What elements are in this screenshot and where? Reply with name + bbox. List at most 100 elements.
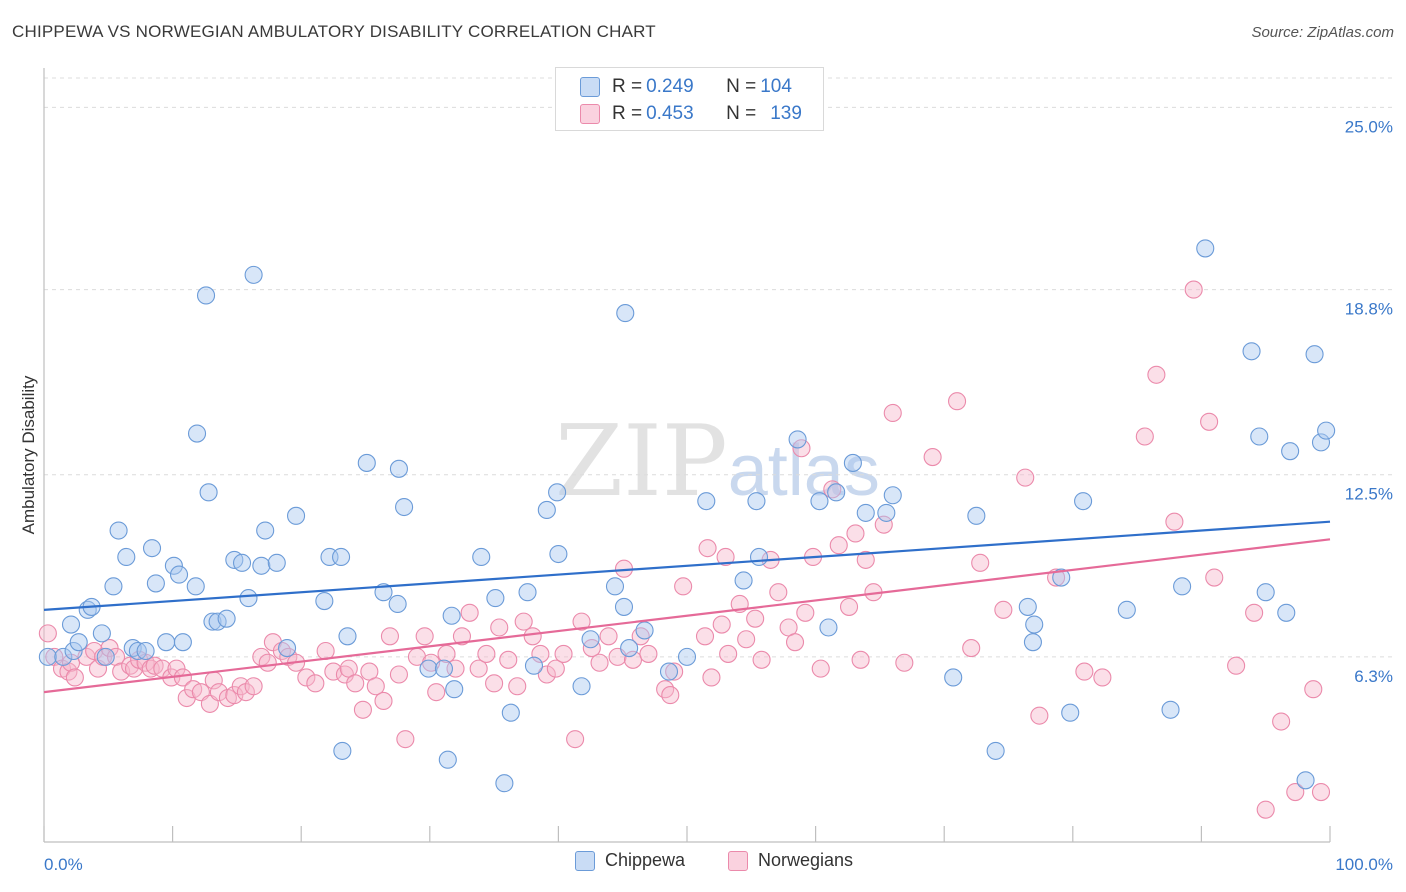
norwegian-point bbox=[1227, 656, 1246, 675]
norwegian-point bbox=[485, 674, 504, 693]
norwegian-point bbox=[427, 683, 446, 702]
norwegian-point bbox=[1304, 680, 1323, 699]
chippewa-point bbox=[38, 647, 57, 666]
chippewa-legend-swatch bbox=[575, 850, 595, 871]
n-label: N = bbox=[726, 103, 757, 124]
norwegian-point bbox=[1030, 706, 1049, 725]
norwegian-point bbox=[661, 686, 680, 705]
norwegian-point bbox=[1165, 512, 1184, 531]
norwegian-point bbox=[752, 650, 771, 669]
norwegian-point bbox=[1286, 782, 1305, 802]
chippewa-point bbox=[677, 647, 697, 666]
norwegian-point bbox=[702, 668, 721, 687]
chippewa-point bbox=[442, 606, 461, 625]
norwegian-point bbox=[374, 691, 393, 711]
chippewa-point bbox=[1311, 433, 1331, 452]
chippewa-point bbox=[827, 483, 846, 502]
chippewa-point bbox=[944, 668, 963, 687]
norwegian-point bbox=[452, 627, 472, 646]
chippewa-point bbox=[788, 430, 807, 449]
norwegian-point bbox=[572, 612, 591, 631]
chippewa-point bbox=[388, 594, 407, 614]
n-label: N = bbox=[726, 76, 757, 97]
norwegian-point bbox=[698, 539, 717, 558]
norwegian-point bbox=[590, 653, 609, 672]
chippewa-point bbox=[1161, 700, 1180, 719]
chippewa-point bbox=[1173, 577, 1192, 596]
norwegian-point bbox=[971, 553, 990, 572]
norwegian-point bbox=[856, 550, 875, 569]
norwegian-point bbox=[851, 650, 870, 669]
norwegian-point bbox=[531, 644, 550, 663]
norwegian-point bbox=[346, 674, 365, 693]
chippewa-point bbox=[217, 609, 236, 628]
chippewa-point bbox=[883, 486, 902, 505]
legend-item-norwegians[interactable]: Norwegians bbox=[728, 850, 853, 871]
norwegian-point bbox=[737, 630, 756, 649]
chippewa-point bbox=[338, 627, 357, 646]
norwegian-point bbox=[716, 547, 735, 567]
x-tick-label-max: 100.0% bbox=[1335, 855, 1393, 874]
chippewa-point bbox=[434, 659, 453, 678]
norwegian-point bbox=[719, 644, 738, 663]
chippewa-point bbox=[104, 577, 123, 596]
norwegian-point bbox=[469, 659, 488, 678]
norwegian-legend-swatch bbox=[728, 850, 748, 871]
y-axis-label: Ambulatory Disability bbox=[19, 375, 38, 534]
norwegian-point bbox=[38, 624, 57, 643]
legend-item-chippewa[interactable]: Chippewa bbox=[575, 850, 685, 871]
norwegian-point bbox=[895, 653, 914, 672]
legend-label-norwegians: Norwegians bbox=[758, 850, 854, 870]
chippewa-point bbox=[252, 556, 271, 575]
chippewa-point bbox=[1018, 597, 1037, 616]
norwegian-point bbox=[785, 633, 805, 652]
chippewa-point bbox=[1074, 492, 1093, 511]
y-tick-label: 12.5% bbox=[1345, 485, 1393, 504]
norwegian-point bbox=[554, 644, 573, 663]
norwegian-point bbox=[396, 730, 415, 749]
norwegian-point bbox=[712, 615, 731, 634]
chippewa-point bbox=[549, 544, 568, 564]
chippewa-point bbox=[581, 630, 600, 649]
chippewa-point bbox=[518, 583, 537, 602]
chippewa-point bbox=[620, 639, 639, 658]
chippewa-point bbox=[501, 703, 520, 722]
y-tick-label: 18.8% bbox=[1345, 300, 1393, 319]
norwegian-point bbox=[746, 609, 765, 628]
norwegian-point bbox=[514, 612, 533, 631]
chippewa-point bbox=[186, 577, 205, 596]
norwegian-point bbox=[599, 627, 618, 646]
norwegian-point bbox=[1016, 468, 1035, 487]
chippewa-point bbox=[136, 641, 155, 661]
norwegian-point bbox=[1256, 800, 1275, 819]
stats-legend: R = 0.249 N = 104 R = 0.453 N = 139 bbox=[555, 67, 824, 131]
norwegian-point bbox=[85, 641, 104, 661]
norwegian-point bbox=[477, 644, 496, 663]
x-tick-label-min: 0.0% bbox=[44, 855, 83, 874]
chippewa-trend-line bbox=[43, 520, 1331, 611]
chippewa-point bbox=[1061, 703, 1080, 722]
chippewa-point bbox=[278, 639, 297, 658]
norwegian-point bbox=[380, 627, 399, 646]
norwegian-point bbox=[537, 665, 556, 684]
chippewa-point bbox=[146, 574, 165, 593]
norwegian-point bbox=[962, 639, 981, 658]
norwegian-point bbox=[792, 439, 811, 458]
legend-label-chippewa: Chippewa bbox=[605, 850, 686, 870]
r-label: R = bbox=[612, 76, 643, 97]
chippewa-point bbox=[69, 633, 88, 652]
norwegian-point bbox=[796, 603, 815, 622]
chippewa-swatch bbox=[580, 77, 600, 97]
chippewa-point bbox=[1250, 427, 1269, 446]
chippewa-point bbox=[1256, 583, 1275, 602]
norwegian-point bbox=[883, 403, 902, 423]
chippewa-point bbox=[1296, 771, 1315, 790]
r-value: 0.249 bbox=[646, 76, 694, 97]
chippewa-point bbox=[1305, 345, 1324, 364]
norwegian-point bbox=[225, 686, 244, 705]
norwegian-point bbox=[994, 600, 1013, 619]
chippewa-point bbox=[659, 662, 679, 681]
norwegian-point bbox=[65, 668, 84, 687]
source-label: Source: ZipAtlas.com bbox=[1251, 24, 1394, 41]
norwegian-point bbox=[1135, 427, 1154, 446]
